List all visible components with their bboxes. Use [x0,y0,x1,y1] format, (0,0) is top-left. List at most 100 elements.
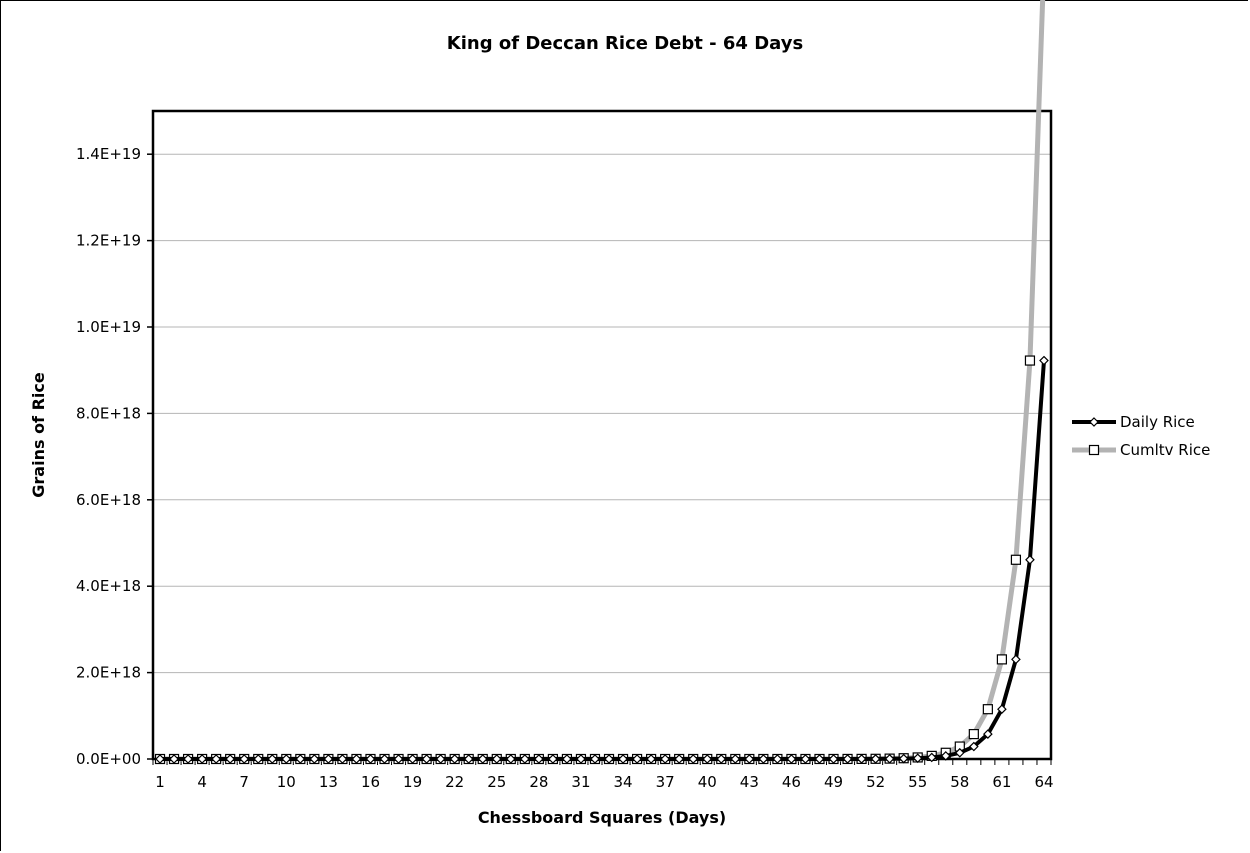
x-tick-label: 4 [197,773,207,791]
data-point-diamond [632,754,642,764]
y-tick-label: 6.0E+18 [76,491,141,509]
data-point-diamond [225,754,236,764]
x-tick-label: 31 [571,773,590,791]
y-tick-label: 1.2E+19 [76,232,141,250]
data-point-diamond [983,729,993,739]
data-point-diamond [534,754,544,764]
data-point-diamond [604,754,614,764]
data-point-diamond [295,754,306,764]
series-daily-rice [155,355,1049,764]
data-point-diamond [898,753,909,764]
x-tick-label: 52 [866,773,885,791]
y-tick-label: 4.0E+18 [76,577,141,595]
data-point-diamond [856,754,867,764]
data-point-diamond [253,754,264,764]
y-tick-label: 1.4E+19 [76,145,141,163]
data-point-diamond [407,754,418,764]
data-point-diamond [421,754,432,764]
series-cumulative-rice [154,0,1046,765]
data-point-diamond [155,754,165,764]
data-point-diamond [1025,554,1035,565]
data-point-diamond [800,754,811,764]
data-point-diamond [646,754,656,764]
x-tick-label: 58 [950,773,969,791]
data-point-diamond [281,754,292,764]
data-point-diamond [997,704,1007,715]
series-line [157,0,1046,762]
data-point-diamond [576,754,586,764]
data-point-diamond [716,754,727,764]
x-axis-label: Chessboard Squares (Days) [478,808,726,827]
data-point-square [996,654,1007,665]
data-point-diamond [379,754,390,764]
legend: Daily Rice Cumltv Rice [1072,408,1210,464]
data-point-diamond [491,754,502,764]
data-point-diamond [477,754,488,764]
data-point-diamond [618,754,628,764]
chart-title: King of Deccan Rice Debt - 64 Days [446,33,804,54]
data-point-diamond [449,754,460,764]
data-point-diamond [954,747,965,758]
data-point-diamond [197,754,207,764]
data-point-diamond [309,754,320,764]
data-point-diamond [239,754,250,764]
data-point-diamond [505,754,516,764]
x-tick-label: 13 [319,773,338,791]
data-point-diamond [940,751,951,761]
daily-rice-legend-icon [1072,417,1116,427]
data-point-diamond [926,752,937,763]
data-point-diamond [393,754,404,764]
data-point-diamond [267,754,278,764]
data-point-square [1024,355,1036,366]
cumulative-rice-legend-icon [1072,444,1116,456]
x-tick-label: 19 [403,773,422,791]
x-tick-label: 43 [740,773,759,791]
data-point-diamond [211,754,221,764]
data-point-diamond [772,754,783,764]
data-point-diamond [183,754,193,764]
x-tick-label: 61 [992,773,1011,791]
data-point-diamond [660,754,670,764]
data-point-diamond [730,754,741,764]
data-point-diamond [590,754,600,764]
x-axis-ticks: 1 4 7 10 13 16 19 22 25 28 31 34 37 40 43 46 49 52 55 58 61 6… [152,759,1054,791]
y-tick-label: 1.0E+19 [76,318,141,336]
series-line [158,358,1046,761]
gridlines [153,153,1051,674]
data-point-diamond [548,754,558,764]
data-point-square [1010,554,1022,565]
data-point-diamond [1039,355,1049,366]
data-point-square [982,704,993,715]
x-tick-label: 25 [487,773,506,791]
plot-area [151,109,1053,761]
data-point-diamond [169,754,179,764]
data-point-diamond [519,754,530,764]
data-point-diamond [968,741,979,752]
x-tick-label: 7 [239,773,249,791]
data-point-diamond [365,754,376,764]
data-point-diamond [870,754,881,764]
data-point-diamond [351,754,362,764]
x-tick-label: 10 [277,773,296,791]
y-axis-ticks: 0.0E+00 2.0E+18 4.0E+18 6.0E+18 8.0E+18 1.0E+… [76,145,153,768]
legend-item-cumulative-rice: Cumltv Rice [1072,436,1210,464]
x-tick-label: 55 [908,773,927,791]
data-point-diamond [562,754,572,764]
data-point-diamond [744,754,755,764]
data-point-diamond [435,754,446,764]
x-tick-label: 64 [1034,773,1053,791]
data-point-diamond [912,753,923,764]
data-point-diamond [463,754,474,764]
data-point-diamond [814,754,825,764]
y-tick-label: 0.0E+00 [76,750,141,768]
y-axis-label: Grains of Rice [29,372,48,498]
y-tick-label: 8.0E+18 [76,404,141,422]
data-point-diamond [828,754,839,764]
data-point-diamond [688,754,699,764]
data-point-diamond [323,754,334,764]
data-point-diamond [337,754,348,764]
data-point-diamond [674,754,685,764]
x-tick-label: 28 [529,773,548,791]
